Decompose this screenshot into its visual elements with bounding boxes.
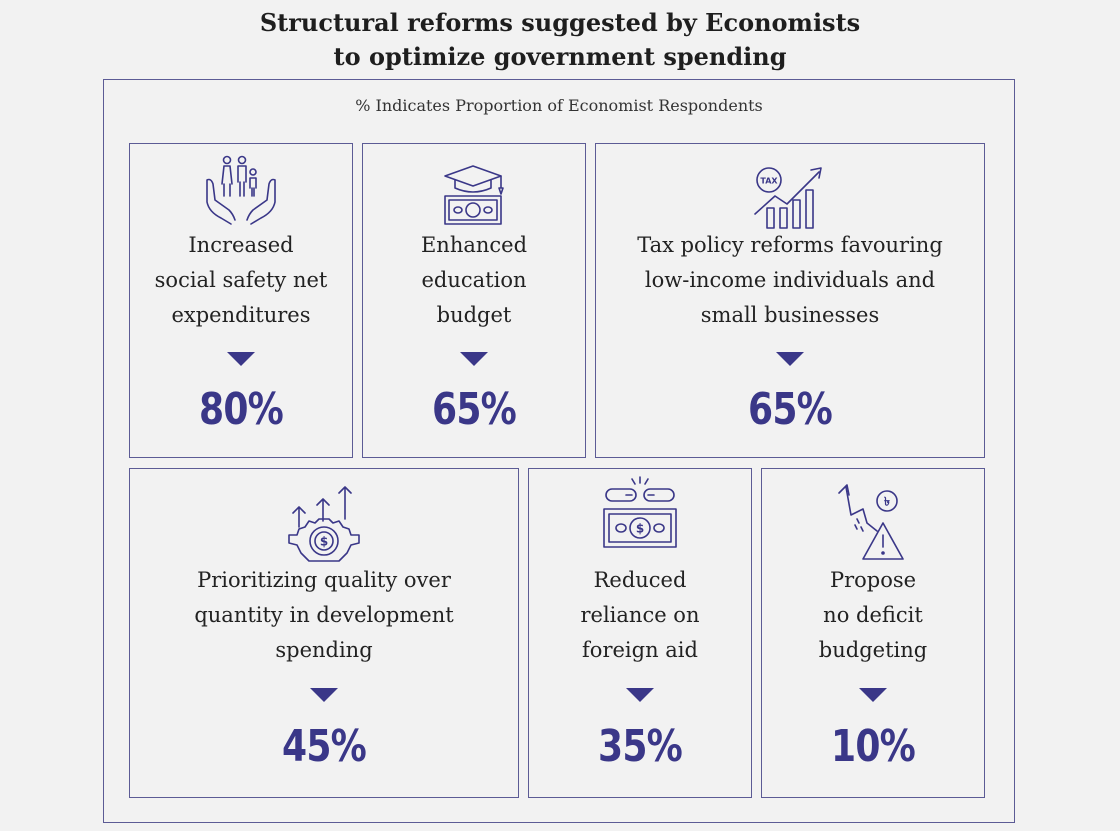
gear-arrows-dollar-icon: $ <box>288 486 360 562</box>
down-triangle-icon <box>626 688 654 702</box>
label-line: budgeting <box>818 638 928 662</box>
card-label: Enhanced education budget <box>363 228 585 333</box>
tax-growth-chart-icon: TAX <box>754 167 822 229</box>
percent-value: 35% <box>598 721 683 772</box>
title-line-1: Structural reforms suggested by Economis… <box>259 8 861 37</box>
label-line: Tax policy reforms favouring <box>637 233 943 257</box>
label-line: Enhanced <box>420 233 528 257</box>
family-hands-icon <box>206 155 276 225</box>
label-line: budget <box>436 303 512 327</box>
down-triangle-icon <box>227 352 255 366</box>
card-social-safety-net: Increased social safety net expenditures… <box>129 143 353 458</box>
label-line: low-income individuals and <box>644 268 936 292</box>
label-line: reliance on <box>580 603 700 627</box>
down-triangle-icon <box>460 352 488 366</box>
broken-chain-money-icon: $ <box>603 476 677 548</box>
label-line: Prioritizing quality over <box>197 568 451 592</box>
label-line: Propose <box>829 568 917 592</box>
svg-text:TAX: TAX <box>760 177 778 186</box>
chart-frame <box>103 79 1015 823</box>
percent-value: 45% <box>282 721 367 772</box>
card-label: Propose no deficit budgeting <box>762 563 984 668</box>
title-line-2: to optimize government spending <box>333 42 787 71</box>
percent-value: 65% <box>748 384 833 435</box>
percent-value: 10% <box>831 721 916 772</box>
chart-title: Structural reforms suggested by Economis… <box>0 6 1120 74</box>
label-line: education <box>421 268 527 292</box>
card-foreign-aid: $ Reduced reliance on foreign aid 35% <box>528 468 752 798</box>
label-line: spending <box>275 638 373 662</box>
down-triangle-icon <box>859 688 887 702</box>
falling-taka-warning-icon: ৳ <box>838 484 904 560</box>
card-tax-policy-reforms: TAX Tax policy reforms favouring low-inc… <box>595 143 985 458</box>
label-line: expenditures <box>171 303 311 327</box>
graduation-cap-money-icon <box>444 165 504 225</box>
svg-text:$: $ <box>320 535 328 549</box>
card-label: Tax policy reforms favouring low-income … <box>596 228 984 333</box>
percent-value: 65% <box>432 384 517 435</box>
card-label: Prioritizing quality over quantity in de… <box>130 563 518 668</box>
label-line: Increased <box>188 233 294 257</box>
label-line: social safety net <box>154 268 328 292</box>
card-quality-over-quantity: $ Prioritizing quality over quantity in … <box>129 468 519 798</box>
card-label: Reduced reliance on foreign aid <box>529 563 751 668</box>
label-line: Reduced <box>593 568 687 592</box>
card-label: Increased social safety net expenditures <box>130 228 352 333</box>
label-line: quantity in development <box>194 603 454 627</box>
svg-text:৳: ৳ <box>884 495 890 509</box>
card-no-deficit-budgeting: ৳ Propose no deficit budgeting 10% <box>761 468 985 798</box>
chart-subtitle: % Indicates Proportion of Economist Resp… <box>355 96 763 115</box>
card-education-budget: Enhanced education budget 65% <box>362 143 586 458</box>
label-line: no deficit <box>823 603 923 627</box>
down-triangle-icon <box>310 688 338 702</box>
svg-text:$: $ <box>636 522 644 536</box>
down-triangle-icon <box>776 352 804 366</box>
label-line: small businesses <box>700 303 880 327</box>
percent-value: 80% <box>199 384 284 435</box>
label-line: foreign aid <box>582 638 698 662</box>
